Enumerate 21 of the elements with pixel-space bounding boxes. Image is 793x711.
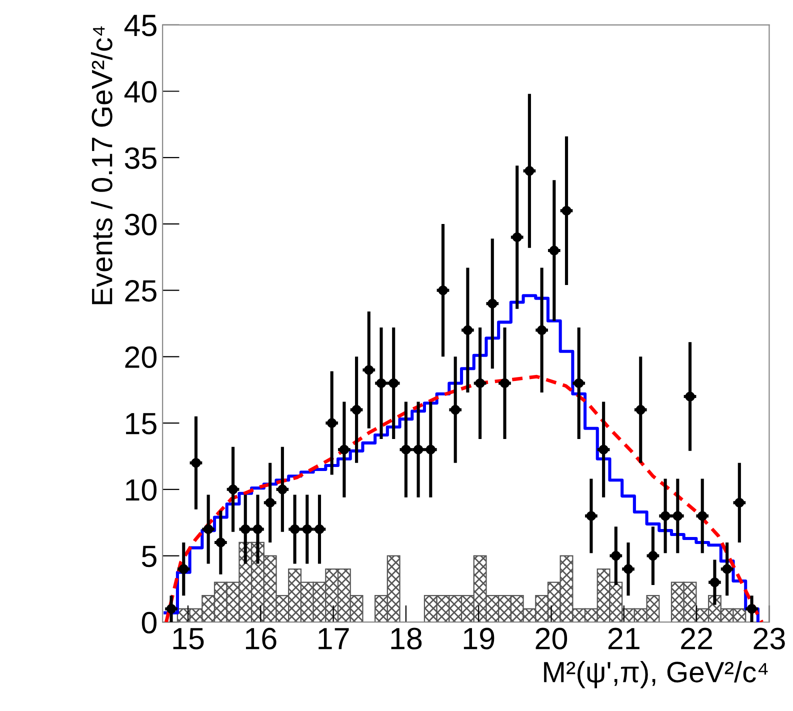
x-tick-label: 16 xyxy=(246,628,276,650)
y-tick-label: 45 xyxy=(124,14,156,36)
y-axis-title: Events / 0.17 GeV²/c⁴ xyxy=(90,26,112,304)
x-tick-label: 15 xyxy=(173,628,204,650)
y-tick-label: 10 xyxy=(126,479,157,501)
x-axis-title: M²(ψ',π), GeV²/c⁴ xyxy=(544,661,768,688)
y-tick-label: 40 xyxy=(124,80,157,103)
y-tick-label: 30 xyxy=(124,214,157,236)
x-tick-label: 18 xyxy=(391,628,422,650)
x-tick-label: 19 xyxy=(464,628,494,650)
y-tick-label: 5 xyxy=(142,546,156,568)
x-tick-label: 20 xyxy=(536,628,568,650)
x-tick-label: 23 xyxy=(754,628,785,650)
x-tick-label: 17 xyxy=(318,628,349,650)
x-tick-label: 22 xyxy=(681,628,712,650)
y-tick-label: 35 xyxy=(124,147,156,169)
x-tick-label: 21 xyxy=(608,628,640,650)
y-tick-label: 0 xyxy=(142,612,157,634)
y-tick-label: 25 xyxy=(125,280,156,302)
y-tick-label: 15 xyxy=(126,413,156,434)
y-tick-label: 20 xyxy=(125,346,157,368)
